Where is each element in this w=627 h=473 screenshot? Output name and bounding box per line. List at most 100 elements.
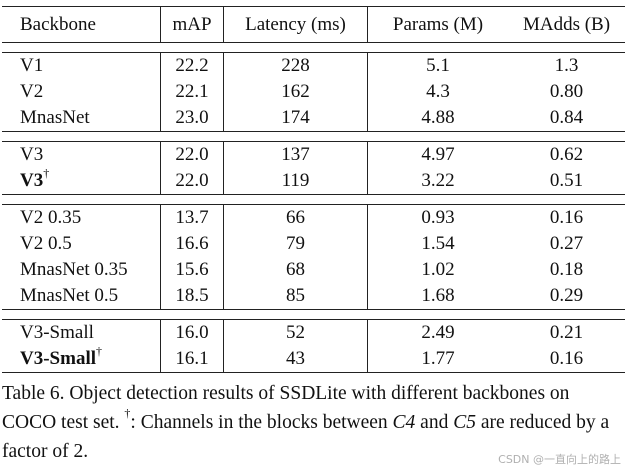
- caption-text-2: : Channels in the blocks between: [130, 412, 393, 433]
- header-row: Backbone mAP Latency (ms) Params (M) MAd…: [2, 6, 625, 43]
- cell-latency: 174: [223, 105, 368, 132]
- cell-backbone: MnasNet: [2, 105, 161, 132]
- cell-params-text: 5.1: [426, 55, 450, 76]
- cell-params-text: 1.68: [421, 285, 455, 306]
- cell-map-text: 16.1: [175, 348, 209, 369]
- header-madds: MAdds (B): [522, 14, 611, 35]
- table-row: MnasNet 0.35 15.6 68 1.02 0.18: [2, 257, 625, 283]
- cell-backbone-text: MnasNet 0.35: [20, 259, 128, 280]
- group-spacer: [2, 132, 625, 142]
- dagger-mark: †: [43, 166, 50, 180]
- cell-backbone: V3-Small†: [2, 344, 161, 373]
- cell-latency-text: 79: [286, 233, 305, 254]
- cell-backbone-text: V3: [20, 170, 44, 191]
- cell-params-text: 4.88: [421, 107, 455, 128]
- cell-latency: 119: [223, 168, 368, 195]
- cell-map-text: 22.0: [175, 170, 209, 191]
- cell-latency-text: 66: [286, 207, 305, 228]
- cell-madds-text: 0.18: [549, 259, 584, 280]
- cell-backbone-text: V2 0.35: [20, 207, 82, 228]
- cell-latency-text: 43: [286, 348, 305, 369]
- cell-latency: 52: [223, 319, 368, 346]
- cell-madds-text: 1.3: [554, 55, 579, 76]
- header-backbone: Backbone: [20, 14, 96, 35]
- cell-params: 0.93: [367, 204, 508, 231]
- cell-map: 22.0: [160, 168, 224, 195]
- results-table: Backbone mAP Latency (ms) Params (M) MAd…: [2, 6, 625, 373]
- cell-madds: 0.16: [508, 346, 625, 373]
- cell-params: 4.88: [367, 105, 508, 132]
- cell-map: 16.0: [160, 319, 224, 346]
- cell-params: 1.77: [367, 346, 508, 373]
- cell-backbone: V3: [2, 142, 161, 169]
- header-map: mAP: [160, 6, 224, 43]
- cell-params-text: 1.54: [421, 233, 455, 254]
- cell-backbone-text: V3: [20, 144, 44, 165]
- cell-latency: 43: [223, 346, 368, 373]
- cell-map-text: 23.0: [175, 107, 209, 128]
- cell-latency-text: 228: [281, 55, 310, 76]
- cell-params: 4.3: [367, 79, 508, 105]
- header-params: Params (M): [367, 6, 508, 43]
- cell-latency: 85: [223, 283, 368, 310]
- cell-madds-text: 0.16: [549, 348, 584, 369]
- caption-text-1: Table 6. Object detection results of SSD…: [2, 383, 570, 433]
- cell-madds-text: 0.80: [549, 81, 584, 102]
- table-row: V2 22.1 162 4.3 0.80: [2, 79, 625, 105]
- cell-backbone: MnasNet 0.5: [2, 283, 161, 310]
- cell-madds-text: 0.16: [549, 207, 584, 228]
- table-row: MnasNet 23.0 174 4.88 0.84: [2, 105, 625, 132]
- caption-dagger: †: [124, 406, 131, 420]
- cell-params-text: 1.77: [421, 348, 455, 369]
- cell-madds: 0.18: [508, 257, 625, 283]
- table-group: V3-Small 16.0 52 2.49 0.21 V3-Small† 16.1 43 1.7…: [2, 319, 625, 373]
- cell-madds: 0.29: [508, 283, 625, 310]
- cell-latency-text: 119: [281, 170, 310, 191]
- cell-map: 22.2: [160, 52, 224, 79]
- cell-latency-text: 52: [286, 322, 305, 343]
- cell-params-text: 4.97: [421, 144, 455, 165]
- cell-params: 4.97: [367, 141, 508, 168]
- cell-latency: 162: [223, 79, 368, 105]
- cell-madds: 0.27: [508, 231, 625, 257]
- cell-map: 23.0: [160, 105, 224, 132]
- cell-params: 3.22: [367, 168, 508, 195]
- cell-map-text: 15.6: [175, 259, 209, 280]
- cell-params-text: 1.02: [421, 259, 455, 280]
- cell-latency: 68: [223, 257, 368, 283]
- cell-madds-text: 0.51: [549, 170, 584, 191]
- cell-madds: 0.16: [508, 205, 625, 232]
- cell-backbone-text: V3-Small: [20, 348, 96, 369]
- table-group: V1 22.2 228 5.1 1.3 V2 22.1 162 4.3 0.80 MnasNet 23…: [2, 52, 625, 132]
- cell-params-text: 4.3: [426, 81, 450, 102]
- cell-map-text: 18.5: [175, 285, 209, 306]
- cell-backbone: V2 0.5: [2, 231, 161, 257]
- cell-madds: 0.62: [508, 142, 625, 169]
- cell-backbone: V3†: [2, 166, 161, 195]
- cell-latency-text: 85: [286, 285, 305, 306]
- cell-map: 16.1: [160, 346, 224, 373]
- cell-backbone-text: MnasNet: [20, 107, 90, 128]
- cell-map-text: 22.2: [175, 55, 209, 76]
- cell-backbone-text: MnasNet 0.5: [20, 285, 119, 306]
- table-row: V3-Small† 16.1 43 1.77 0.16: [2, 344, 625, 373]
- table-group: V2 0.35 13.7 66 0.93 0.16 V2 0.5 16.6 79 1.54 0.2…: [2, 204, 625, 310]
- cell-madds: 0.21: [508, 320, 625, 347]
- cell-latency-text: 137: [281, 144, 310, 165]
- cell-backbone-text: V2: [20, 81, 44, 102]
- cell-latency: 79: [223, 231, 368, 257]
- cell-map: 16.6: [160, 231, 224, 257]
- caption-c4: C4: [392, 412, 416, 433]
- cell-params-text: 3.22: [421, 170, 455, 191]
- cell-backbone-text: V3-Small: [20, 322, 94, 343]
- cell-backbone-text: V2 0.5: [20, 233, 72, 254]
- cell-map-text: 16.0: [175, 322, 209, 343]
- caption-text-4: are reduced by a factor of 2.: [2, 412, 610, 462]
- watermark: CSDN @一直向上的路上: [498, 453, 621, 466]
- cell-latency: 137: [223, 141, 368, 168]
- cell-map-text: 22.1: [175, 81, 209, 102]
- caption-c5: C5: [453, 412, 476, 433]
- results-table-container: Backbone mAP Latency (ms) Params (M) MAd…: [0, 6, 627, 373]
- cell-params: 2.49: [367, 319, 508, 346]
- dagger-mark: †: [96, 344, 102, 358]
